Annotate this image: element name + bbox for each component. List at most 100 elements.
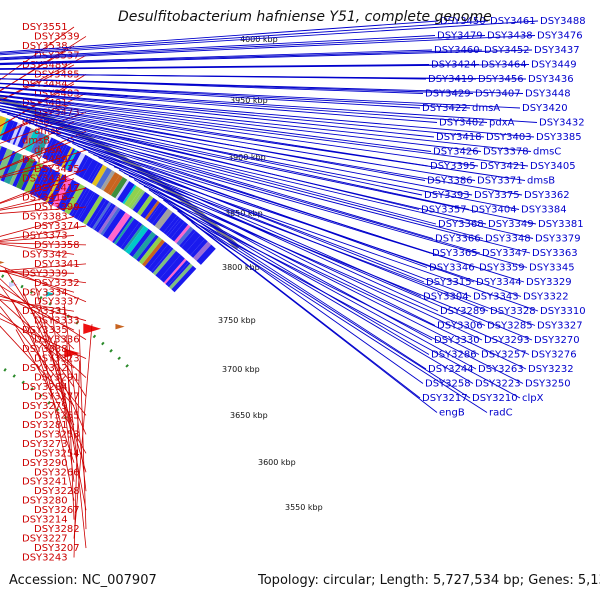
right-gene-label: DSY3232	[528, 364, 574, 375]
gene-block	[170, 221, 189, 242]
right-gene-label: clpX	[522, 393, 544, 404]
gene-block	[111, 177, 128, 199]
left-gene-label: DSY3417	[34, 183, 80, 194]
right-connector	[93, 154, 489, 312]
gene-block	[0, 115, 7, 136]
gene-block	[82, 195, 104, 225]
right-connector	[0, 82, 471, 109]
right-gene-label: DSY3402	[439, 118, 485, 129]
left-connector	[78, 329, 87, 530]
left-connector	[0, 26, 75, 81]
right-gene-label: DSY3304	[423, 292, 469, 303]
right-connector	[0, 73, 527, 80]
gene-block	[125, 225, 149, 255]
gene-block	[174, 224, 191, 244]
right-gene-label: DSY3379	[535, 234, 581, 245]
right-gene-label: DSY3285	[487, 321, 533, 332]
right-connector	[123, 172, 483, 341]
right-gene-label: DSY3306	[437, 321, 483, 332]
right-connector	[0, 86, 488, 123]
tick-label: 3850 kbp	[225, 209, 263, 218]
left-gene-label: DSY3538	[22, 41, 68, 52]
right-connector	[0, 98, 479, 167]
gene-block	[0, 146, 8, 167]
gene-block	[6, 121, 18, 143]
right-connector	[0, 87, 438, 123]
left-gene-label: DSY3241	[22, 477, 68, 488]
gene-block	[163, 215, 180, 235]
left-gene-label: DSY3290	[22, 458, 68, 469]
right-gene-label: DSY3418	[436, 132, 482, 143]
right-gene-label: engB	[439, 408, 465, 419]
left-connector	[0, 130, 87, 170]
gene-block	[12, 156, 30, 188]
right-gene-label: DSY3315	[426, 277, 472, 288]
left-connector	[73, 360, 80, 558]
red-feature	[0, 261, 5, 264]
tick-label: 3600 kbp	[258, 458, 296, 467]
red-feature	[83, 323, 101, 334]
right-connector	[177, 210, 421, 399]
gene-block	[159, 254, 185, 283]
right-connector	[128, 175, 533, 341]
left-gene-label: DSY3254	[34, 448, 80, 459]
left-gene-label: DSY3358	[34, 240, 80, 251]
left-gene-label: DSY3341	[34, 259, 80, 270]
left-connector	[0, 111, 87, 144]
tick-label: 3900 kbp	[228, 153, 266, 162]
tick-label: 3750 kbp	[218, 316, 256, 325]
right-gene-label: DSY3359	[479, 263, 525, 274]
right-gene-label: DSY3328	[490, 306, 536, 317]
right-gene-label: DSY3419	[428, 74, 474, 85]
gene-block	[35, 134, 50, 157]
right-gene-label: radC	[489, 408, 513, 419]
right-connector	[77, 145, 472, 297]
right-connector	[0, 20, 539, 56]
right-gene-label: dmsB	[527, 176, 555, 187]
left-gene-label: dmsA	[34, 145, 62, 156]
right-connector	[0, 78, 524, 94]
gene-block	[190, 238, 208, 258]
gene-block	[12, 123, 23, 145]
right-connector	[186, 217, 521, 399]
right-gene-label: DSY3368	[438, 219, 484, 230]
right-connector	[143, 185, 530, 355]
left-connector	[63, 303, 87, 492]
left-gene-label: DSY3481	[22, 98, 68, 109]
gene-block	[144, 241, 169, 270]
gene-block	[167, 262, 191, 288]
gene-block	[140, 197, 158, 219]
right-connector	[0, 35, 486, 60]
left-gene-label: dmsC	[34, 126, 62, 137]
left-connector	[0, 159, 75, 179]
gene-block	[92, 201, 112, 230]
gene-block	[82, 159, 99, 182]
right-connector	[6, 113, 434, 239]
left-connector	[0, 102, 75, 137]
tick-label: 3950 kbp	[230, 96, 268, 105]
right-gene-label: DSY3384	[521, 205, 567, 216]
left-connector	[0, 306, 87, 416]
backbone-arc	[0, 95, 240, 250]
gene-block	[38, 169, 59, 201]
accession-text: Accession: NC_007907	[9, 573, 157, 588]
gene-block	[17, 126, 31, 149]
gene-block	[78, 192, 100, 223]
left-connector	[0, 263, 87, 272]
left-connector	[0, 149, 87, 177]
gene-block	[64, 183, 86, 215]
left-connector	[0, 242, 87, 246]
right-gene-label: DSY3488	[540, 16, 586, 27]
tick-label: 3800 kbp	[222, 263, 260, 272]
left-gene-label: DSY3489	[22, 60, 68, 71]
right-gene-label: DSY3343	[473, 292, 519, 303]
left-gene-label: DSY3284	[22, 382, 68, 393]
left-gene-label: DSY3280	[22, 496, 68, 507]
right-gene-label: DSY3346	[429, 263, 475, 274]
right-gene-label: DSY3437	[534, 45, 580, 56]
gene-block	[165, 260, 189, 286]
right-connector	[0, 20, 489, 55]
gene-block	[70, 152, 86, 175]
left-gene-label: DSY3266	[34, 467, 80, 478]
